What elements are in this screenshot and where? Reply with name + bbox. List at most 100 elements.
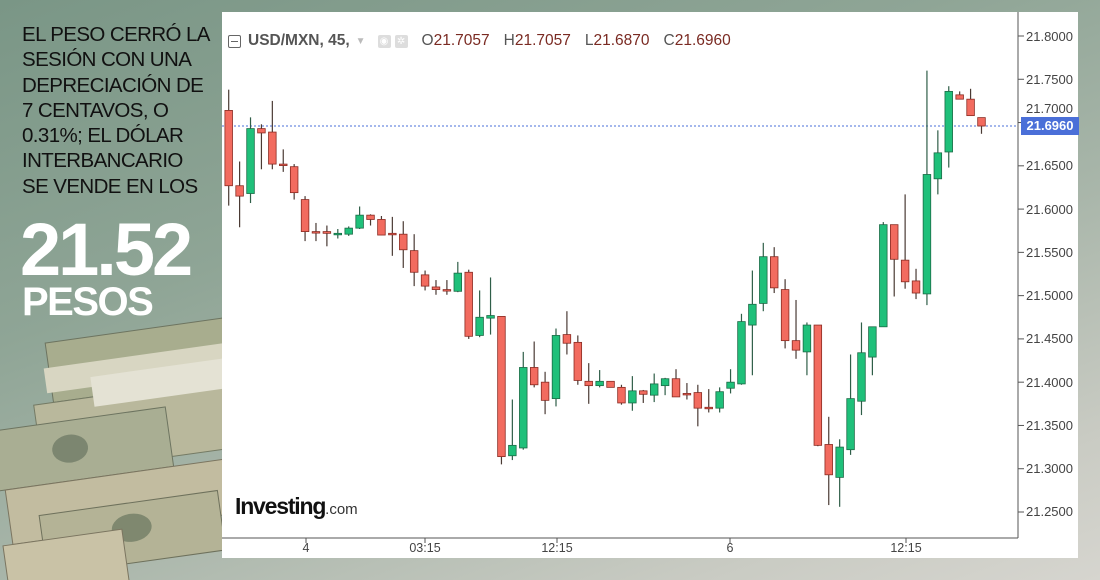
- candle-body: [551, 335, 561, 400]
- candle-down: [289, 164, 299, 200]
- candle-body: [857, 352, 866, 402]
- candle-body: [835, 446, 844, 478]
- candle-up: [453, 261, 463, 293]
- candle-body: [617, 386, 626, 404]
- candle-body: [246, 128, 255, 194]
- candle-down: [955, 91, 964, 100]
- candle-down: [682, 383, 692, 400]
- candle-body: [300, 199, 310, 232]
- candle-down: [977, 117, 986, 134]
- candle-down: [279, 149, 288, 172]
- candle-body: [562, 334, 572, 344]
- candle-down: [900, 194, 910, 289]
- collapse-icon[interactable]: [228, 34, 241, 48]
- candle-up: [246, 117, 255, 204]
- candle-down: [606, 380, 615, 388]
- candle-body: [366, 214, 375, 220]
- last-price-label: 21.6960: [1021, 117, 1079, 135]
- x-tick-label: 12:15: [890, 541, 922, 555]
- candle-up: [726, 369, 735, 394]
- candle-down: [562, 311, 572, 355]
- money-stack-image: [0, 317, 222, 580]
- candle-body: [399, 233, 408, 251]
- y-tick-label: 21.8000: [1026, 28, 1073, 44]
- candle-body: [279, 163, 288, 166]
- candle-down: [431, 280, 441, 295]
- candle-body: [693, 392, 703, 409]
- candle-body: [529, 367, 539, 386]
- candle-down: [268, 100, 277, 170]
- y-tick-label: 21.7500: [1026, 71, 1073, 87]
- headline-line: SE VENDE EN LOS: [22, 174, 198, 198]
- gear-icon[interactable]: ✲: [394, 34, 408, 48]
- candle-up: [835, 439, 844, 507]
- candle-up: [737, 313, 746, 385]
- y-tick-label: 21.2500: [1026, 504, 1073, 520]
- headline-line: EL PESO CERRÓ LA: [22, 23, 210, 46]
- candle-down: [693, 384, 703, 427]
- logo-suffix: .com: [325, 501, 358, 518]
- candle-down: [780, 279, 790, 349]
- candle-up: [519, 351, 528, 450]
- candle-down: [300, 196, 310, 242]
- candle-body: [497, 316, 506, 458]
- candle-up: [879, 222, 888, 328]
- candle-body: [759, 256, 768, 304]
- chart-panel[interactable]: USD/MXN, 45, ▼ ◉ ✲ O 21.7057 H 21.7057 L 21…: [222, 12, 1079, 558]
- candle-down: [464, 269, 473, 339]
- candle-body: [911, 280, 921, 294]
- candle-body: [344, 227, 353, 235]
- candle-down: [966, 88, 975, 117]
- y-tick-label: 21.4000: [1026, 374, 1073, 390]
- candle-body: [584, 380, 593, 387]
- x-tick-label: 6: [726, 541, 734, 555]
- candle-body: [791, 340, 801, 351]
- candle-body: [519, 367, 528, 449]
- open-value: 21.7057: [433, 32, 490, 49]
- candle-body: [420, 274, 430, 287]
- candle-down: [824, 416, 833, 506]
- candle-up: [868, 326, 877, 376]
- exchange-rate-number: 21.52: [20, 208, 193, 291]
- headline-line: INTERBANCARIO: [22, 149, 183, 173]
- candle-body: [606, 380, 615, 388]
- candle-down: [529, 341, 539, 388]
- candle-body: [355, 214, 364, 229]
- eye-icon[interactable]: ◉: [377, 34, 391, 48]
- candle-down: [911, 268, 921, 300]
- candle-body: [486, 315, 495, 319]
- candle-body: [224, 110, 233, 187]
- candle-body: [431, 286, 441, 290]
- headline-line: 0.31%; EL DÓLAR: [22, 124, 184, 148]
- candle-body: [442, 289, 452, 292]
- candle-body: [409, 250, 419, 273]
- candle-body: [540, 381, 550, 401]
- candle-body: [453, 272, 463, 292]
- candle-down: [671, 369, 681, 398]
- chart-legend: USD/MXN, 45, ▼ ◉ ✲ O 21.7057 H 21.7057 L 21…: [228, 32, 731, 50]
- candle-up: [355, 206, 364, 229]
- candle-body: [671, 378, 681, 398]
- candle-down: [420, 270, 430, 291]
- candle-body: [322, 231, 332, 234]
- candle-body: [235, 185, 244, 197]
- candle-down: [399, 221, 408, 268]
- high-value: 21.7057: [514, 32, 571, 49]
- candle-body: [464, 271, 473, 337]
- close-value: 21.6960: [674, 32, 731, 49]
- close-label: C: [663, 32, 675, 49]
- candle-up: [857, 322, 866, 416]
- candle-body: [726, 381, 735, 389]
- dropdown-arrow-icon[interactable]: ▼: [355, 35, 366, 47]
- candle-up: [475, 290, 484, 338]
- x-tick-label: 12:15: [541, 541, 573, 555]
- y-tick-label: 21.5000: [1026, 288, 1073, 304]
- candle-up: [333, 228, 342, 239]
- candle-body: [879, 224, 888, 328]
- candle-body: [780, 289, 790, 342]
- candlestick-plot[interactable]: [222, 12, 1078, 558]
- candle-body: [966, 98, 975, 117]
- candle-body: [682, 393, 692, 396]
- candle-down: [704, 389, 713, 413]
- candle-down: [770, 247, 779, 294]
